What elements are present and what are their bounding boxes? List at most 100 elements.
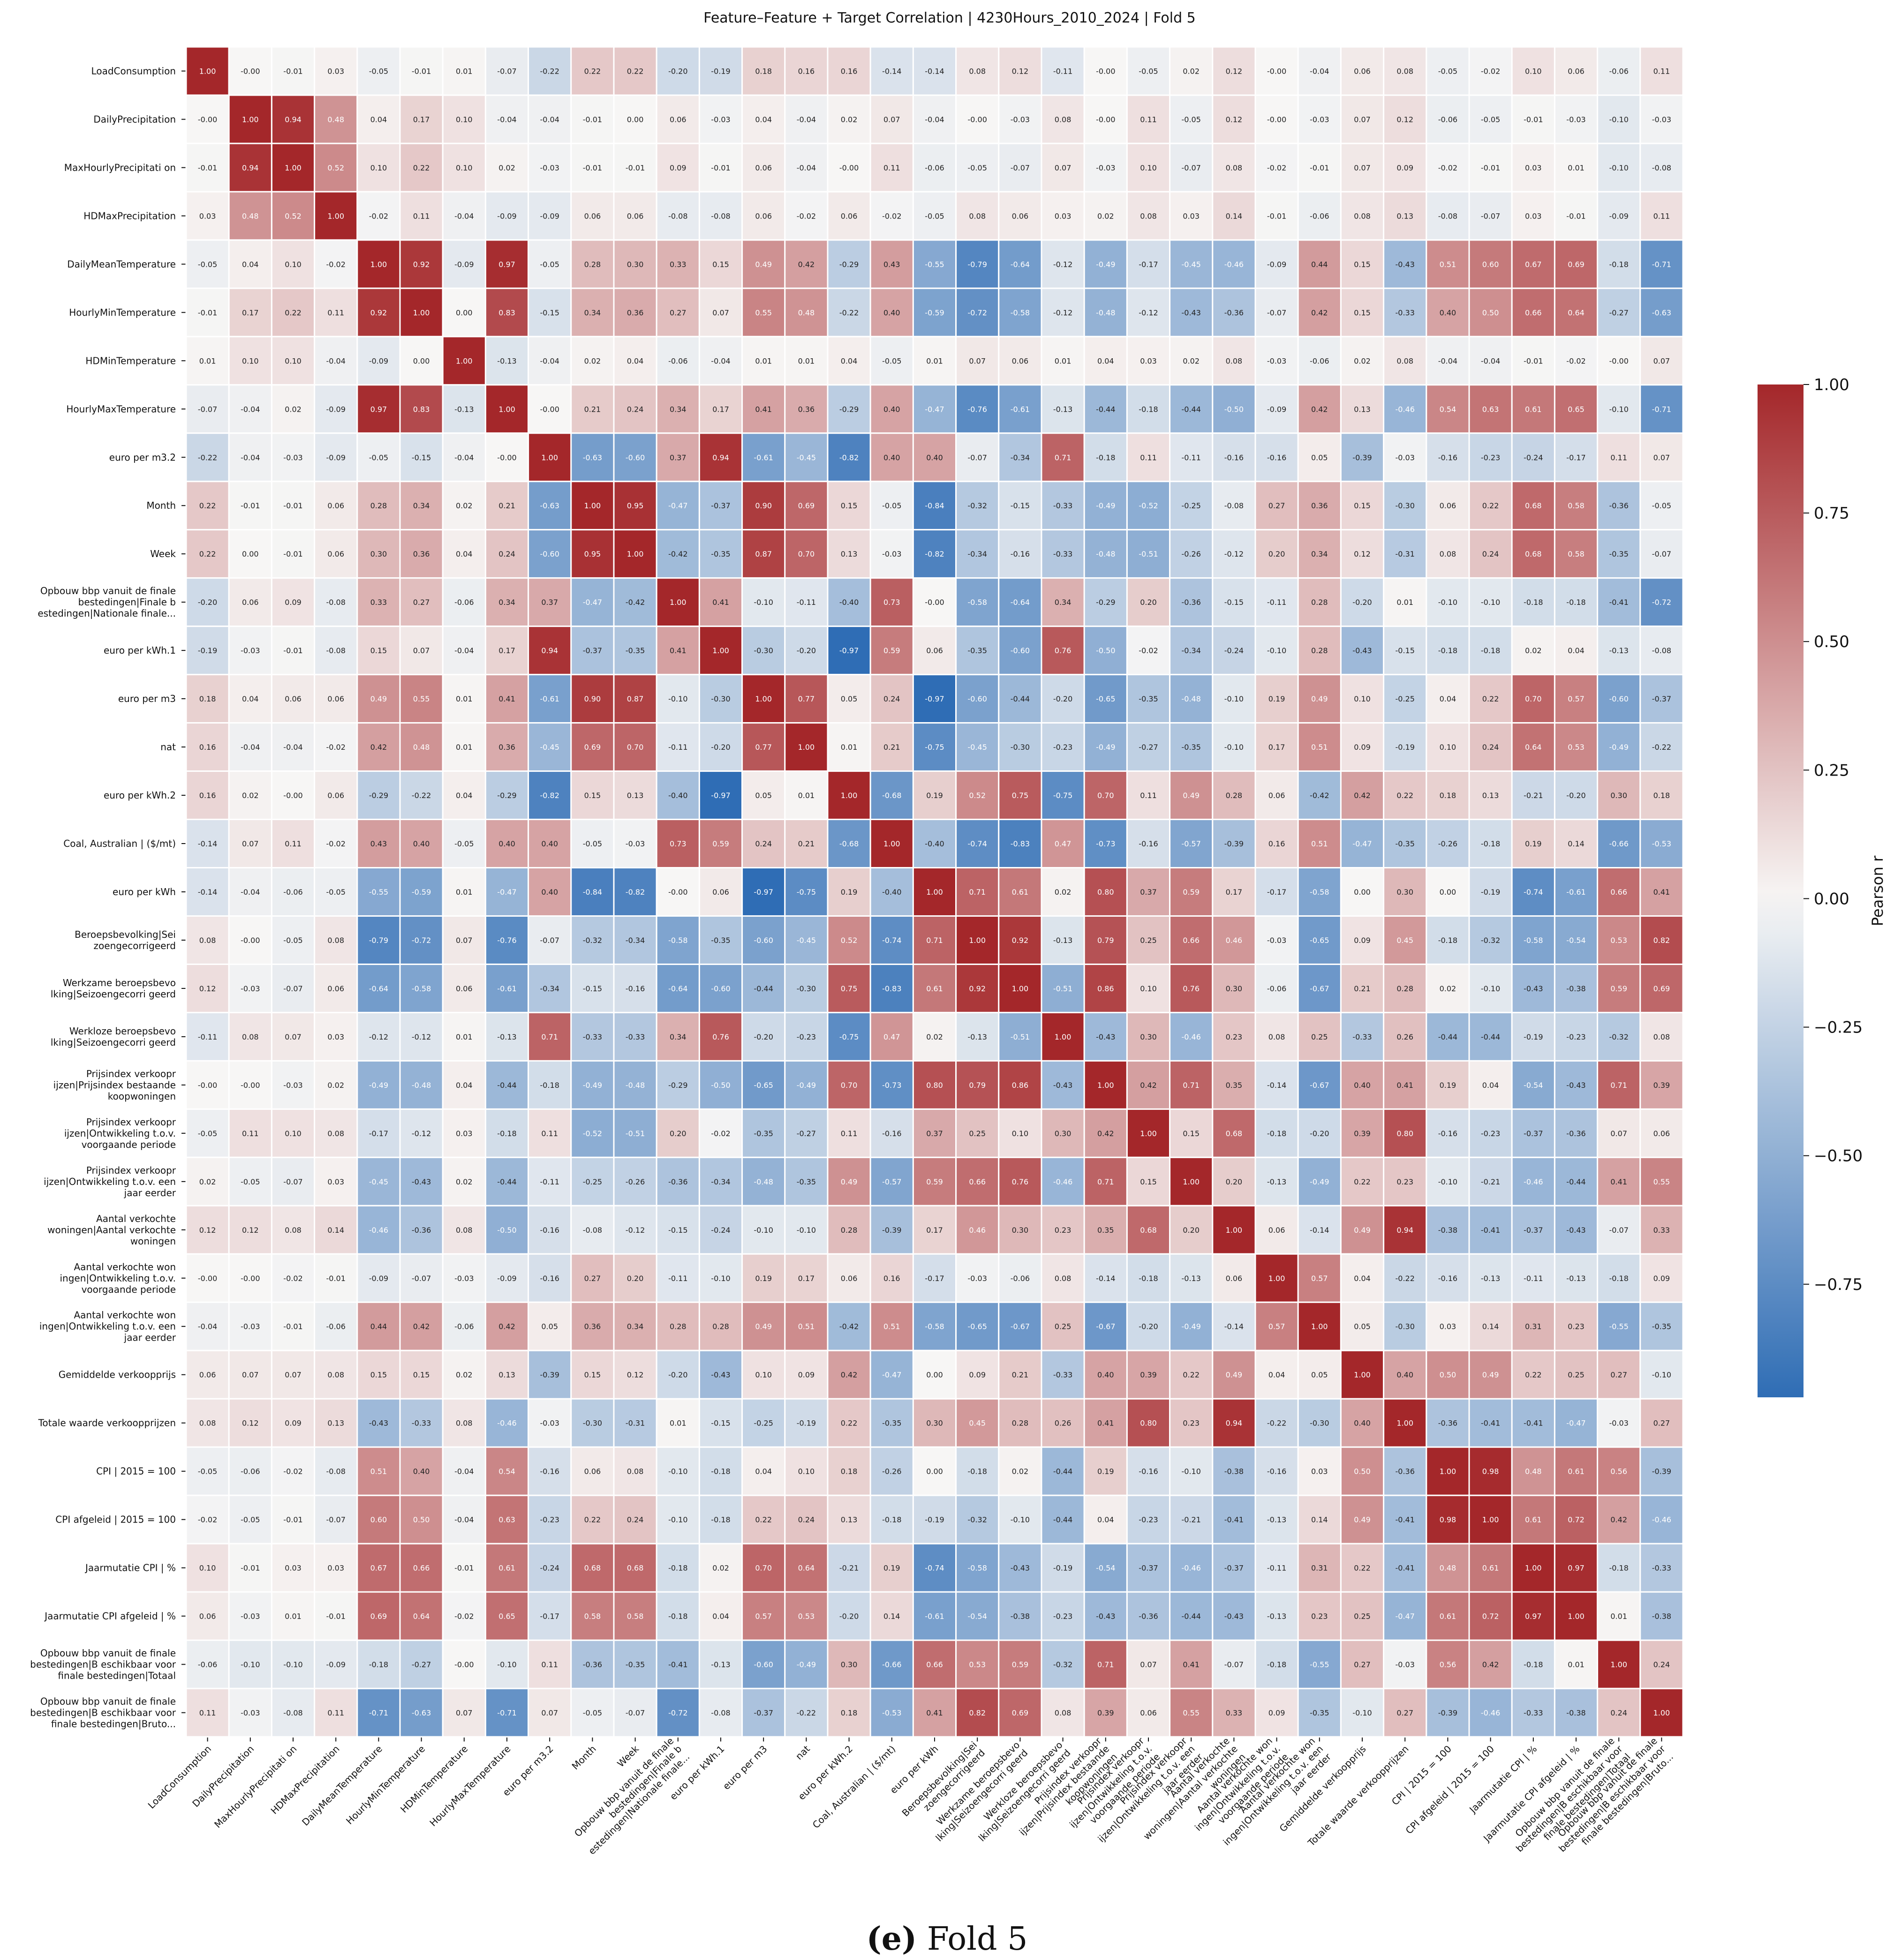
cell-value-label: -0.15 xyxy=(668,1226,687,1235)
cell-value-label: 0.12 xyxy=(242,1226,259,1235)
cell-value-label: 0.69 xyxy=(1012,1709,1029,1718)
row-label: Coal, Australian | ($/mt) xyxy=(63,838,176,849)
cell-value-label: 0.13 xyxy=(327,1419,344,1428)
cell-value-label: -0.03 xyxy=(1096,163,1115,172)
cell-value-label: 0.06 xyxy=(712,888,729,897)
cell-value-label: -0.76 xyxy=(967,405,987,414)
cell-value-label: 0.34 xyxy=(670,405,687,414)
cell-value-label: -0.71 xyxy=(369,1709,388,1718)
heatmap-cell xyxy=(656,191,700,241)
cell-value-label: 1.00 xyxy=(1610,1660,1627,1669)
cell-value-label: -0.61 xyxy=(925,1612,944,1621)
cell-value-label: -0.08 xyxy=(711,1709,730,1718)
cell-value-label: -0.43 xyxy=(1224,1612,1244,1621)
cell-value-label: 0.11 xyxy=(541,1129,558,1138)
cell-value-label: -0.11 xyxy=(1524,1274,1543,1283)
cell-value-label: -0.06 xyxy=(454,1322,474,1331)
cell-value-label: -0.51 xyxy=(1053,984,1072,993)
cell-value-label: -0.13 xyxy=(967,1033,987,1041)
cell-value-label: -0.41 xyxy=(1224,1515,1244,1524)
heatmap-cell xyxy=(955,819,1000,869)
heatmap-cell xyxy=(1297,529,1342,579)
cell-value-label: 0.53 xyxy=(1610,936,1627,945)
cell-value-label: -0.04 xyxy=(241,453,260,462)
cell-value-label: 0.06 xyxy=(1226,1274,1243,1283)
cell-value-label: 0.07 xyxy=(285,1033,302,1041)
cell-value-label: 0.41 xyxy=(712,598,729,607)
heatmap-cell xyxy=(1212,191,1256,241)
heatmap-cell xyxy=(656,143,700,193)
cell-value-label: -0.26 xyxy=(1181,550,1200,558)
cell-value-label: 0.12 xyxy=(199,984,216,993)
heatmap-cell xyxy=(698,287,743,338)
cell-value-label: 0.70 xyxy=(798,550,815,558)
heatmap-cell xyxy=(399,867,444,917)
heatmap-cell xyxy=(784,191,829,241)
cell-value-label: 0.22 xyxy=(584,67,601,75)
colorbar-label: Pearson r xyxy=(1869,855,1886,926)
cell-value-label: 0.20 xyxy=(627,1274,644,1283)
cell-value-label: -0.11 xyxy=(198,1033,217,1041)
cell-value-label: -0.38 xyxy=(1566,1709,1585,1718)
cell-value-label: -0.29 xyxy=(369,791,388,800)
heatmap-cell xyxy=(784,770,829,821)
cell-value-label: -0.33 xyxy=(1053,1371,1072,1380)
heatmap-cell xyxy=(827,384,871,434)
cell-value-label: 0.19 xyxy=(926,791,943,800)
cell-value-label: -0.74 xyxy=(882,936,901,945)
cell-value-label: 0.06 xyxy=(926,646,943,655)
cell-value-label: 0.40 xyxy=(1354,1419,1371,1428)
heatmap-cell xyxy=(570,577,615,627)
cell-value-label: 0.00 xyxy=(926,1467,943,1476)
cell-value-label: 0.02 xyxy=(1525,646,1542,655)
cell-value-label: 0.12 xyxy=(1396,115,1413,124)
cell-value-label: 0.25 xyxy=(1568,1371,1585,1380)
cell-value-label: 0.61 xyxy=(1012,888,1029,897)
heatmap-cell xyxy=(1340,819,1385,869)
cell-value-label: 0.00 xyxy=(456,308,473,317)
cell-value-label: -0.16 xyxy=(1139,839,1158,848)
cell-value-label: -0.48 xyxy=(1181,694,1200,703)
cell-value-label: -0.75 xyxy=(1053,791,1072,800)
cell-value-label: 0.07 xyxy=(712,308,729,317)
heatmap-cell xyxy=(271,867,316,917)
heatmap-cell xyxy=(656,626,700,676)
cell-value-label: -0.36 xyxy=(1395,1467,1414,1476)
cell-value-label: 0.79 xyxy=(969,1081,986,1090)
cell-value-label: 0.24 xyxy=(627,405,644,414)
cell-value-label: 0.13 xyxy=(841,1515,858,1524)
heatmap-cell xyxy=(484,384,529,434)
cell-value-label: 0.01 xyxy=(456,694,473,703)
cell-value-label: -0.00 xyxy=(241,1081,260,1090)
cell-value-label: -0.37 xyxy=(711,501,730,510)
cell-value-label: 0.44 xyxy=(1311,260,1328,269)
heatmap-cell xyxy=(1468,770,1513,821)
cell-value-label: -0.03 xyxy=(241,1612,260,1621)
heatmap-cell xyxy=(271,674,316,724)
cell-value-label: -0.35 xyxy=(1310,1709,1329,1718)
heatmap-cell xyxy=(314,626,358,676)
cell-value-label: 0.66 xyxy=(1525,308,1542,317)
cell-value-label: 0.03 xyxy=(327,67,344,75)
heatmap-cell xyxy=(1212,915,1256,965)
cell-value-label: -0.05 xyxy=(882,356,901,365)
cell-value-label: -0.71 xyxy=(1652,260,1671,269)
cell-value-label: -0.18 xyxy=(1609,260,1628,269)
heatmap-cell xyxy=(1169,336,1214,386)
heatmap-cell xyxy=(442,94,486,144)
heatmap-cell xyxy=(356,722,401,772)
cell-value-label: 0.10 xyxy=(1525,67,1542,75)
heatmap-cell xyxy=(827,287,871,338)
heatmap-cell xyxy=(741,529,786,579)
cell-value-label: 0.13 xyxy=(1354,405,1371,414)
cell-value-label: -0.61 xyxy=(1566,888,1585,897)
heatmap-cell xyxy=(998,819,1042,869)
cell-value-label: -0.07 xyxy=(283,1177,302,1186)
cell-value-label: -0.06 xyxy=(198,1660,217,1669)
cell-value-label: -0.46 xyxy=(369,1226,388,1235)
heatmap-cell xyxy=(656,432,700,482)
cell-value-label: -0.36 xyxy=(412,1226,431,1235)
heatmap-cell xyxy=(827,915,871,965)
cell-value-label: -0.41 xyxy=(1395,1564,1414,1573)
cell-value-label: -0.00 xyxy=(198,115,217,124)
